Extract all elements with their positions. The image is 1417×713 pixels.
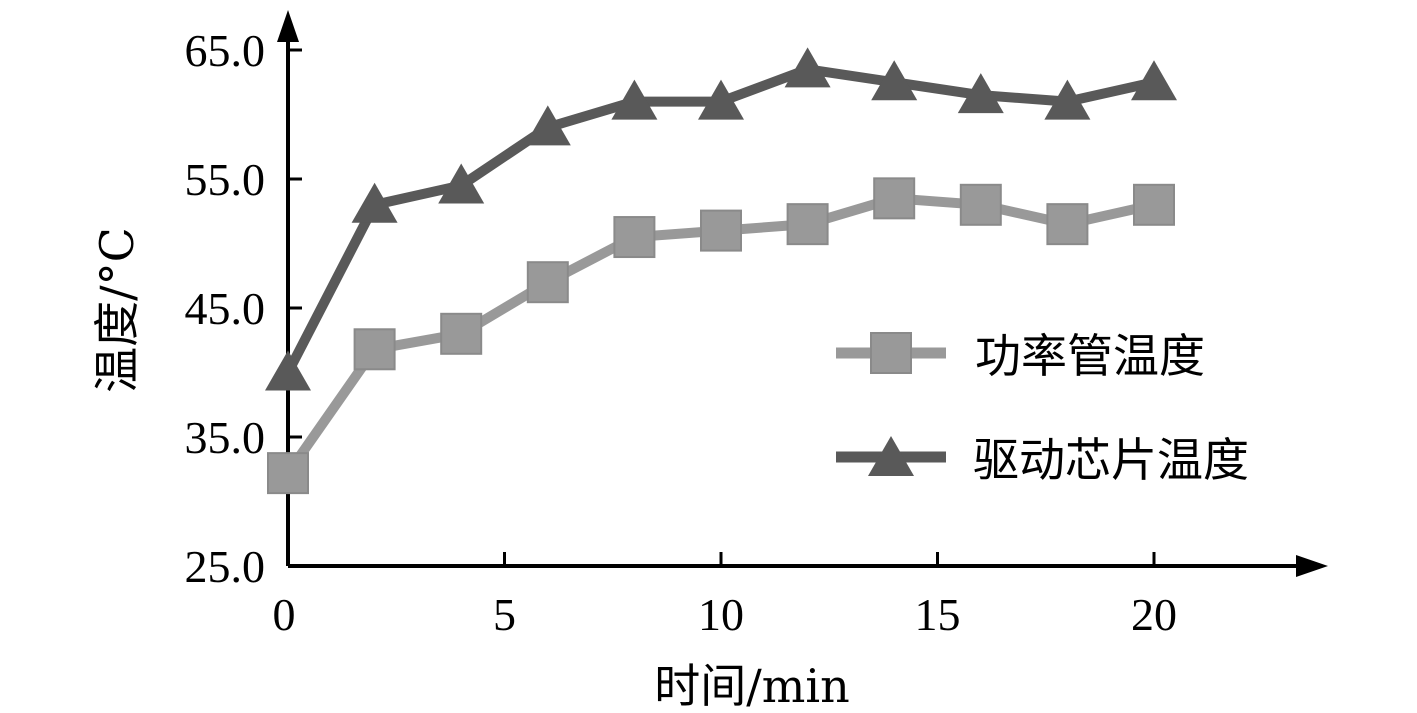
y-tick-label: 55.0 bbox=[185, 154, 266, 205]
data-point-driver-chip bbox=[611, 79, 658, 120]
data-point-power-tube bbox=[700, 209, 742, 252]
data-point-driver-chip bbox=[957, 73, 1004, 114]
legend: 功率管温度 驱动芯片温度 bbox=[836, 329, 1249, 487]
y-tick-label: 45.0 bbox=[185, 283, 266, 334]
legend-item-power-tube: 功率管温度 bbox=[836, 329, 1205, 383]
data-point-power-tube bbox=[1046, 203, 1089, 246]
data-point-power-tube bbox=[786, 203, 829, 246]
x-tick-label: 15 bbox=[915, 589, 961, 640]
data-point-driver-chip bbox=[265, 350, 311, 391]
data-point-power-tube bbox=[1133, 183, 1175, 226]
data-point-power-tube bbox=[353, 328, 396, 371]
x-tick-label: 0 bbox=[273, 589, 296, 640]
legend-label-driver-chip: 驱动芯片温度 bbox=[973, 433, 1249, 487]
y-axis-arrow bbox=[277, 10, 299, 42]
data-point-power-tube bbox=[267, 452, 309, 495]
y-tick-label: 65.0 bbox=[185, 25, 266, 76]
data-point-power-tube bbox=[440, 312, 483, 355]
data-point-power-tube bbox=[959, 183, 1002, 226]
series-power-tube bbox=[267, 177, 1175, 495]
data-point-driver-chip bbox=[698, 79, 744, 120]
data-point-power-tube bbox=[526, 261, 569, 304]
x-tick-label: 10 bbox=[698, 589, 744, 640]
legend-marker-driver-chip bbox=[868, 436, 914, 476]
y-ticks: 25.0 35.0 45.0 55.0 65.0 bbox=[185, 25, 302, 592]
data-point-driver-chip bbox=[351, 182, 398, 223]
x-axis-arrow bbox=[1296, 555, 1328, 577]
series-layer bbox=[265, 47, 1177, 495]
x-ticks: 0 5 10 15 20 bbox=[273, 552, 1177, 640]
data-point-driver-chip bbox=[1044, 79, 1091, 120]
y-tick-label: 25.0 bbox=[185, 541, 266, 592]
x-tick-label: 20 bbox=[1131, 589, 1177, 640]
series-driver-chip bbox=[265, 47, 1177, 391]
data-point-driver-chip bbox=[438, 163, 485, 204]
data-point-driver-chip bbox=[524, 105, 571, 146]
data-point-driver-chip bbox=[1131, 60, 1177, 101]
legend-label-power-tube: 功率管温度 bbox=[975, 329, 1205, 383]
data-point-power-tube bbox=[613, 216, 656, 259]
data-point-power-tube bbox=[873, 177, 916, 220]
y-tick-label: 35.0 bbox=[185, 412, 266, 463]
x-tick-label: 5 bbox=[493, 589, 516, 640]
legend-marker-power-tube bbox=[870, 332, 912, 374]
x-axis-title: 时间/min bbox=[654, 659, 849, 713]
legend-item-driver-chip: 驱动芯片温度 bbox=[836, 433, 1249, 487]
y-axis-title: 温度/°C bbox=[90, 227, 144, 393]
data-point-driver-chip bbox=[871, 60, 918, 101]
data-point-driver-chip bbox=[784, 47, 831, 88]
